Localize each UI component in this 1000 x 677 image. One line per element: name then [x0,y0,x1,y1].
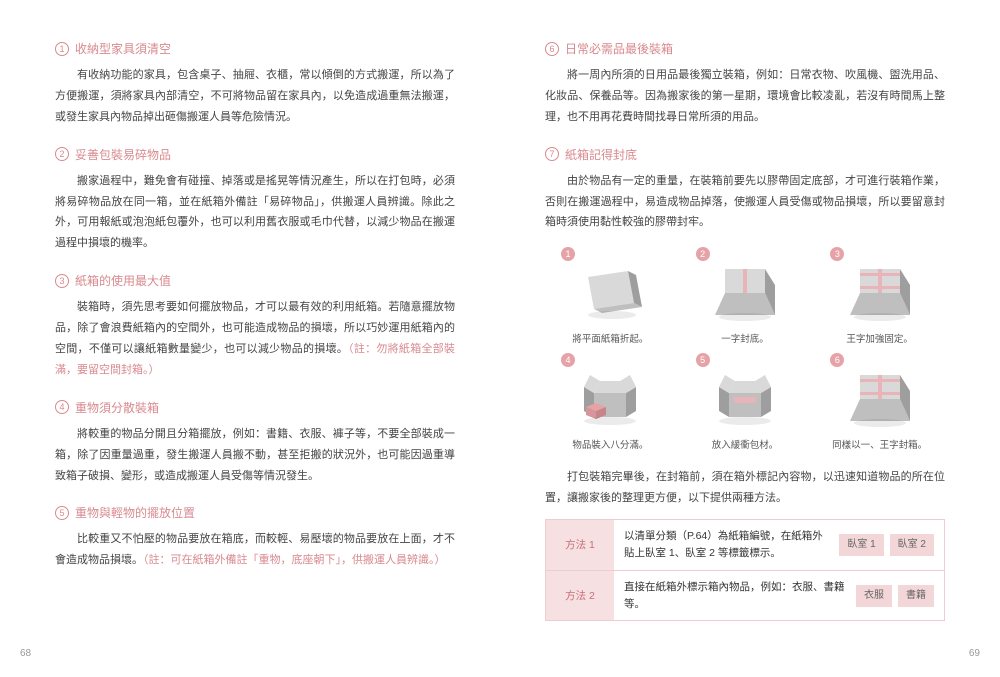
section-body: 裝箱時，須先思考要如何擺放物品，才可以最有效的利用紙箱。若隨意擺放物品，除了會浪… [55,297,455,381]
section-body: 由於物品有一定的重量，在裝箱前要先以膠帶固定底部，才可進行裝箱作業，否則在搬運過… [545,171,945,234]
closing-paragraph: 打包裝箱完畢後，在封箱前，須在箱外標記內容物，以迅速知道物品的所在位置，讓搬家後… [545,467,945,509]
box-diagram-grid: 1 將平面紙箱折起。 2 一字封底。 3 王字加強固定。 4 [555,251,935,451]
box-caption: 一字封底。 [690,331,801,345]
section-title: 重物與輕物的擺放位置 [75,504,195,521]
section-heading: 7 紙箱記得封底 [545,146,945,163]
section-title: 紙箱的使用最大值 [75,272,171,289]
section-title: 妥善包裝易碎物品 [75,146,171,163]
page-number-left: 68 [20,648,31,659]
circle-number-icon: 6 [545,42,559,56]
box-caption: 王字加強固定。 [824,331,935,345]
circle-number-icon: 2 [55,147,69,161]
section-body: 有收納功能的家具，包含桌子、抽屜、衣櫃，常以傾倒的方式搬運，所以為了方便搬運，須… [55,65,455,128]
section-title: 收納型家具須清空 [75,40,171,57]
box-step: 6 同樣以一、王字封箱。 [824,357,935,451]
section: 5 重物與輕物的擺放位置 比較重又不怕壓的物品要放在箱底，而較輕、易壓壞的物品要… [55,504,455,571]
box-caption: 放入緩衝包材。 [690,437,801,451]
tag: 衣服 [856,585,892,607]
section-heading: 5 重物與輕物的擺放位置 [55,504,455,521]
tag: 臥室 2 [890,534,934,556]
section: 6 日常必需品最後裝箱 將一周內所須的日用品最後獨立裝箱，例如：日常衣物、吹風機… [545,40,945,128]
section-title: 重物須分散裝箱 [75,399,159,416]
step-badge-icon: 2 [696,247,710,261]
circle-number-icon: 1 [55,42,69,56]
circle-number-icon: 3 [55,274,69,288]
section-heading: 2 妥善包裝易碎物品 [55,146,455,163]
page-number-right: 69 [969,648,980,659]
box-caption: 物品裝入八分滿。 [555,437,666,451]
section-body: 比較重又不怕壓的物品要放在箱底，而較輕、易壓壞的物品要放在上面，才不會造成物品損… [55,529,455,571]
section: 7 紙箱記得封底 由於物品有一定的重量，在裝箱前要先以膠帶固定底部，才可進行裝箱… [545,146,945,234]
section: 3 紙箱的使用最大值 裝箱時，須先思考要如何擺放物品，才可以最有效的利用紙箱。若… [55,272,455,381]
method-row: 方法 1 以清單分類（P.64）為紙箱編號，在紙箱外貼上臥室 1、臥室 2 等標… [546,520,944,571]
section: 2 妥善包裝易碎物品 搬家過程中，難免會有碰撞、掉落或是搖晃等情況產生，所以在打… [55,146,455,255]
tag: 書籍 [898,585,934,607]
method-text: 直接在紙箱外標示箱內物品，例如：衣服、書籍等。 [624,579,848,613]
box-step: 5 放入緩衝包材。 [690,357,801,451]
method-label: 方法 2 [546,571,614,621]
section: 1 收納型家具須清空 有收納功能的家具，包含桌子、抽屜、衣櫃，常以傾倒的方式搬運… [55,40,455,128]
step-badge-icon: 5 [696,353,710,367]
box-caption: 同樣以一、王字封箱。 [824,437,935,451]
section-body: 搬家過程中，難免會有碰撞、掉落或是搖晃等情況產生，所以在打包時，必須將易碎物品放… [55,171,455,255]
box-caption: 將平面紙箱折起。 [555,331,666,345]
section-heading: 3 紙箱的使用最大值 [55,272,455,289]
method-content: 以清單分類（P.64）為紙箱編號，在紙箱外貼上臥室 1、臥室 2 等標籤標示。 … [614,520,944,570]
section-heading: 4 重物須分散裝箱 [55,399,455,416]
box-step: 4 物品裝入八分滿。 [555,357,666,451]
method-label: 方法 1 [546,520,614,570]
section-body: 將一周內所須的日用品最後獨立裝箱，例如：日常衣物、吹風機、盥洗用品、化妝品、保養… [545,65,945,128]
method-text: 以清單分類（P.64）為紙箱編號，在紙箱外貼上臥室 1、臥室 2 等標籤標示。 [624,528,831,562]
circle-number-icon: 4 [55,400,69,414]
page-right: 6 日常必需品最後裝箱 將一周內所須的日用品最後獨立裝箱，例如：日常衣物、吹風機… [500,0,1000,677]
tag: 臥室 1 [839,534,883,556]
box-step: 1 將平面紙箱折起。 [555,251,666,345]
circle-number-icon: 5 [55,506,69,520]
section-title: 日常必需品最後裝箱 [565,40,673,57]
box-step: 3 王字加強固定。 [824,251,935,345]
note-text: （註：勿將紙箱全部裝滿，要留空間封箱。） [55,343,455,376]
method-content: 直接在紙箱外標示箱內物品，例如：衣服、書籍等。 衣服書籍 [614,571,944,621]
section-heading: 1 收納型家具須清空 [55,40,455,57]
method-row: 方法 2 直接在紙箱外標示箱內物品，例如：衣服、書籍等。 衣服書籍 [546,571,944,621]
note-text: （註：可在紙箱外備註「重物，底座朝下」，供搬運人員辨識。） [143,554,446,566]
section-body: 將較重的物品分開且分箱擺放，例如：書籍、衣服、褲子等，不要全部裝成一箱，除了因重… [55,424,455,487]
section-title: 紙箱記得封底 [565,146,637,163]
page-left: 1 收納型家具須清空 有收納功能的家具，包含桌子、抽屜、衣櫃，常以傾倒的方式搬運… [0,0,500,677]
circle-number-icon: 7 [545,147,559,161]
section: 4 重物須分散裝箱 將較重的物品分開且分箱擺放，例如：書籍、衣服、褲子等，不要全… [55,399,455,487]
box-step: 2 一字封底。 [690,251,801,345]
methods-table: 方法 1 以清單分類（P.64）為紙箱編號，在紙箱外貼上臥室 1、臥室 2 等標… [545,519,945,621]
section-heading: 6 日常必需品最後裝箱 [545,40,945,57]
